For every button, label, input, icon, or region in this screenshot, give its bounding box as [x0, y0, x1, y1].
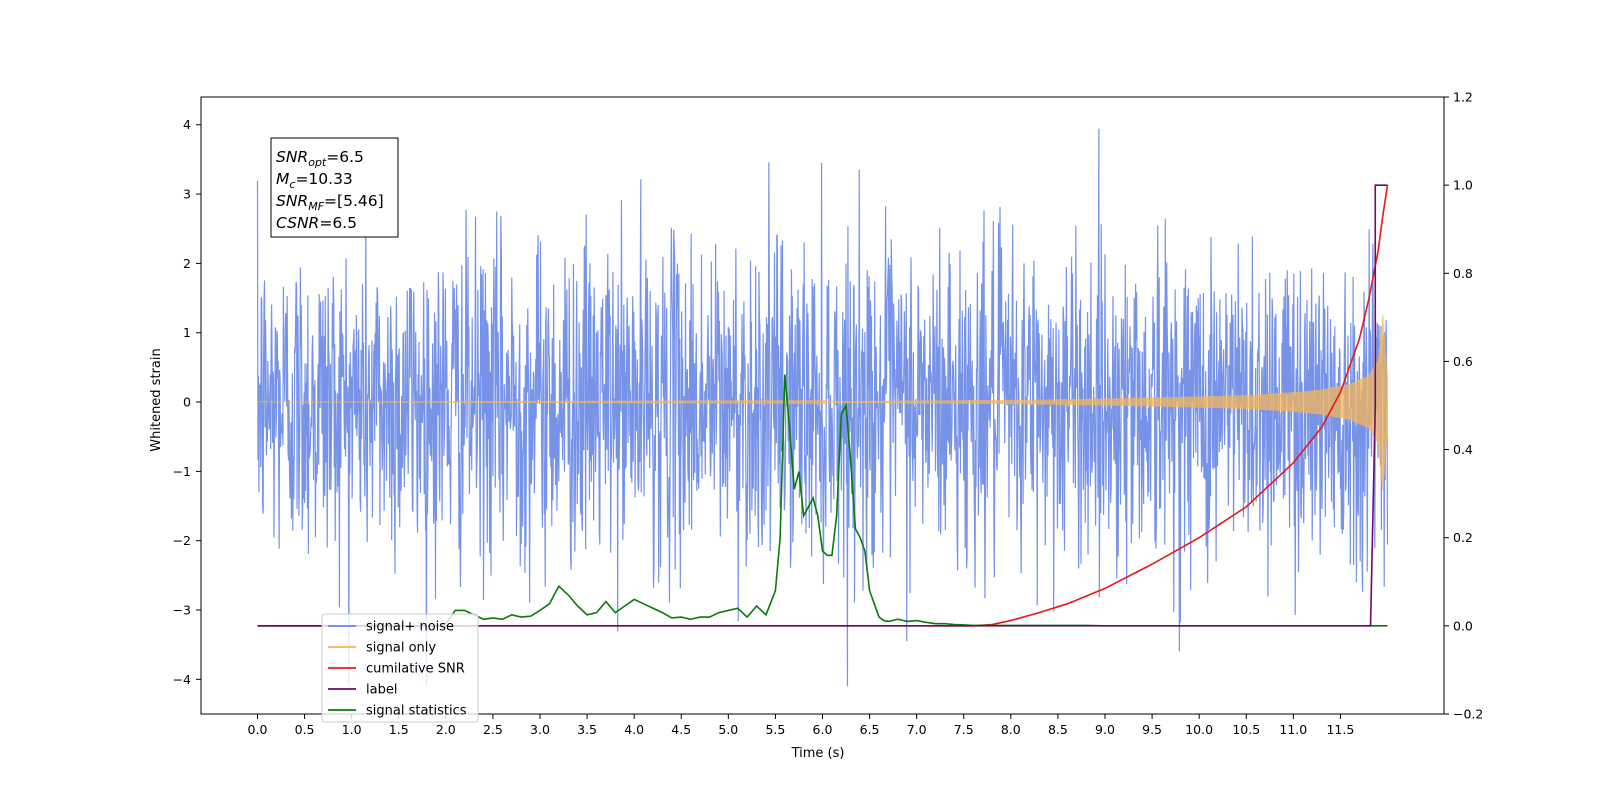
y2-tick-label: 0.8	[1453, 266, 1473, 281]
legend-label: signal only	[366, 641, 436, 656]
y-tick-label: −1	[173, 464, 191, 479]
y-tick-label: 4	[183, 117, 191, 132]
legend: signal+ noise signal only cumilative SNR la…	[321, 613, 479, 723]
x-tick-label: 8.5	[1048, 722, 1068, 737]
x-tick-label: 2.0	[436, 722, 456, 737]
x-tick-label: 7.5	[954, 722, 974, 737]
y-tick-label: 3	[183, 187, 191, 202]
plot-area	[256, 128, 1389, 687]
y-axis-label: Whitened strain	[149, 348, 164, 451]
x-tick-label: 7.0	[907, 722, 927, 737]
x-tick-label: 11.5	[1326, 722, 1354, 737]
x-tick-label: 10.5	[1232, 722, 1260, 737]
y-tick-label: 0	[183, 395, 191, 410]
series-signal-statistics	[257, 374, 1388, 627]
x-axis-label: Time (s)	[791, 746, 845, 761]
y2-tick-label: 0.0	[1453, 618, 1473, 633]
annotation-frame	[270, 137, 399, 238]
x-tick-label: 0.5	[295, 722, 315, 737]
legend-label: label	[366, 683, 397, 698]
y-tick-label: −2	[173, 533, 191, 548]
y2-tick-label: 1.2	[1453, 90, 1473, 105]
annotation-line: CSNR=6.5	[276, 214, 357, 232]
y2-tick-label: 1.0	[1453, 178, 1473, 193]
x-tick-label: 9.5	[1142, 722, 1162, 737]
legend-label: cumilative SNR	[366, 662, 465, 677]
annotation-line: SNRopt=6.5	[276, 148, 364, 169]
legend-label: signal+ noise	[366, 620, 454, 635]
x-tick-label: 3.5	[577, 722, 597, 737]
x-tick-label: 5.5	[765, 722, 785, 737]
series-cumulative-snr	[257, 185, 1389, 627]
y-tick-label: −4	[173, 672, 191, 687]
annotation-line: SNRMF=[5.46]	[276, 192, 384, 213]
x-tick-label: 3.0	[530, 722, 550, 737]
x-tick-label: 10.0	[1185, 722, 1213, 737]
series-signal-noise	[256, 128, 1389, 687]
x-tick-label: 11.0	[1279, 722, 1307, 737]
x-tick-label: 5.0	[718, 722, 738, 737]
x-tick-label: 6.0	[813, 722, 833, 737]
annotation-line: Mc=10.33	[276, 170, 353, 191]
x-tick-label: 0.0	[248, 722, 268, 737]
y2-tick-label: 0.6	[1453, 354, 1473, 369]
y-tick-label: 2	[183, 256, 191, 271]
x-tick-label: 8.0	[1001, 722, 1021, 737]
y-tick-label: −3	[173, 603, 191, 618]
y2-tick-label: 0.2	[1453, 530, 1473, 545]
x-tick-label: 4.5	[671, 722, 691, 737]
series-label	[257, 184, 1388, 627]
y2-tick-label: 0.4	[1453, 442, 1473, 457]
x-tick-label: 6.5	[860, 722, 880, 737]
x-tick-label: 2.5	[483, 722, 503, 737]
axes: 0.0 0.5 1.0 1.5 2.0 2.5 3.0 3.5 4.0 4.5 5.0 5.5 6.0 6…	[173, 90, 1484, 738]
legend-frame	[321, 613, 479, 723]
x-tick-label: 1.5	[389, 722, 409, 737]
x-tick-label: 4.0	[624, 722, 644, 737]
y-tick-label: 1	[183, 325, 191, 340]
y2-tick-label: −0.2	[1453, 707, 1483, 722]
x-tick-label: 1.0	[342, 722, 362, 737]
series-signal-only	[257, 314, 1388, 491]
legend-label: signal statistics	[366, 704, 467, 719]
x-tick-label: 9.0	[1095, 722, 1115, 737]
